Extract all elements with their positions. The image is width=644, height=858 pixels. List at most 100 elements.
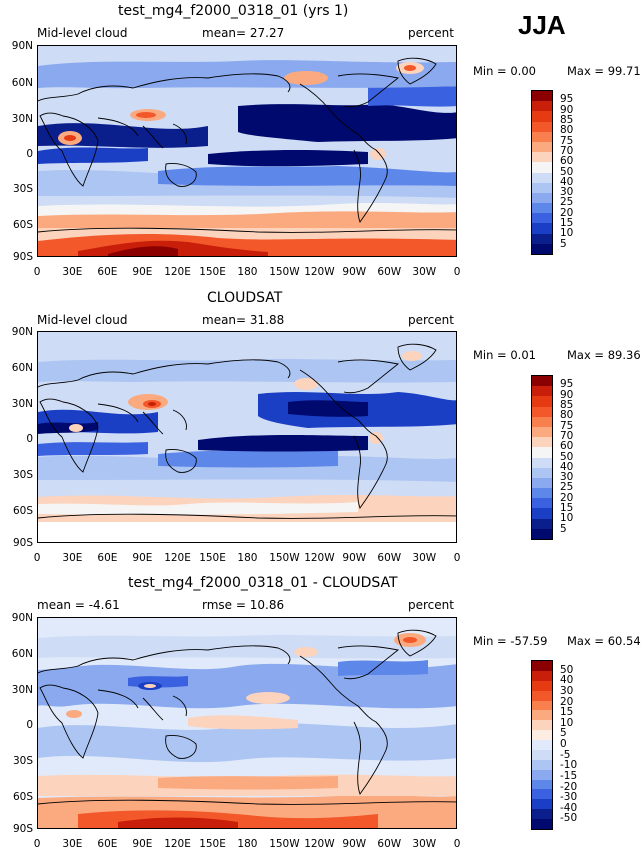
- colorbar-level-label: -20: [560, 780, 578, 793]
- lon-tick: 30W: [412, 266, 437, 278]
- colorbar-swatch: [532, 457, 552, 468]
- colorbar-level-label: 60: [560, 440, 574, 453]
- lat-tick: 60S: [12, 791, 33, 803]
- colorbar-swatch: [532, 203, 552, 214]
- colorbar-level-label: 50: [560, 165, 574, 178]
- colorbar-swatch: [532, 700, 552, 711]
- map-field: [38, 618, 456, 828]
- colorbar-diff: [531, 660, 553, 830]
- colorbar-level-label: 50: [560, 450, 574, 463]
- mean-label: mean = -4.61: [37, 598, 120, 612]
- colorbar-swatch: [532, 91, 552, 102]
- colorbar-swatch: [532, 376, 552, 387]
- colorbar-level-label: 10: [560, 227, 574, 240]
- lon-tick: 0: [453, 552, 461, 564]
- lon-tick: 120E: [164, 266, 191, 278]
- colorbar-swatch: [532, 809, 552, 819]
- colorbar-level-label: 40: [560, 460, 574, 473]
- colorbar-swatch: [532, 121, 552, 132]
- variable-label: Mid-level cloud: [37, 313, 128, 327]
- lat-tick: 90S: [12, 823, 33, 835]
- lon-tick: 150W: [269, 552, 300, 564]
- lon-tick: 60E: [97, 266, 118, 278]
- colorbar-level-label: 10: [560, 512, 574, 525]
- lon-tick: 150W: [269, 838, 300, 850]
- colorbar-level-label: 5: [560, 522, 567, 535]
- lat-tick: 90S: [12, 537, 33, 549]
- colorbar-swatch: [532, 213, 552, 224]
- lat-tick: 60S: [12, 219, 33, 231]
- colorbar-swatch: [532, 447, 552, 458]
- colorbar-swatch: [532, 710, 552, 721]
- lat-tick: 60S: [12, 505, 33, 517]
- colorbar-level-label: 85: [560, 113, 574, 126]
- colorbar-level-label: 20: [560, 206, 574, 219]
- colorbar-level-label: 20: [560, 695, 574, 708]
- colorbar-level-label: 5: [560, 237, 567, 250]
- lat-tick: 30S: [12, 183, 33, 195]
- colorbar-swatch: [532, 528, 552, 539]
- colorbar-swatch: [532, 680, 552, 691]
- lat-tick: 0: [26, 433, 33, 445]
- colorbar-level-label: -15: [560, 769, 578, 782]
- lon-tick: 30W: [412, 838, 437, 850]
- colorbar-swatch: [532, 730, 552, 740]
- colorbar-level-label: 30: [560, 471, 574, 484]
- panel-title: test_mg4_f2000_0318_01 (yrs 1): [118, 3, 349, 19]
- lon-tick: 90E: [132, 552, 153, 564]
- colorbar-level-label: 85: [560, 398, 574, 411]
- lat-tick: 90N: [11, 326, 33, 338]
- lon-tick: 30E: [62, 838, 83, 850]
- lat-tick: 90N: [11, 40, 33, 52]
- colorbar-level-label: 30: [560, 186, 574, 199]
- colorbar-level-label: 25: [560, 196, 574, 209]
- colorbar-level-label: 40: [560, 175, 574, 188]
- colorbar-swatch: [532, 111, 552, 122]
- map-obs: [37, 331, 457, 543]
- min-label: Min = -57.59: [473, 634, 548, 648]
- colorbar-swatch: [532, 233, 552, 244]
- lon-tick: 30E: [62, 552, 83, 564]
- lon-tick: 90W: [342, 552, 367, 564]
- lon-tick: 150E: [199, 838, 226, 850]
- lon-tick: 120W: [304, 552, 335, 564]
- colorbar-swatch: [532, 243, 552, 254]
- lon-tick: 150E: [199, 552, 226, 564]
- variable-label: Mid-level cloud: [37, 26, 128, 40]
- colorbar-swatch: [532, 437, 552, 448]
- lon-tick: 30W: [412, 552, 437, 564]
- colorbar-level-label: -40: [560, 801, 578, 814]
- colorbar-swatch: [532, 759, 552, 770]
- units-label: percent: [408, 313, 454, 327]
- lat-tick: 0: [26, 719, 33, 731]
- lat-tick: 30N: [11, 684, 33, 696]
- colorbar-level-label: 15: [560, 502, 574, 515]
- colorbar-swatch: [532, 426, 552, 438]
- lon-tick: 90E: [132, 838, 153, 850]
- colorbar-swatch: [532, 192, 552, 204]
- colorbar-swatch: [532, 740, 552, 750]
- min-label: Min = 0.01: [473, 348, 536, 362]
- colorbar-swatch: [532, 406, 552, 417]
- units-label: percent: [408, 598, 454, 612]
- map-field: [38, 46, 456, 256]
- lon-tick: 60W: [377, 838, 402, 850]
- colorbar-swatch: [532, 223, 552, 234]
- mean-label: mean= 31.88: [202, 313, 285, 327]
- lat-tick: 60N: [11, 77, 33, 89]
- lon-tick: 150E: [199, 266, 226, 278]
- map-model: [37, 45, 457, 257]
- colorbar-swatch: [532, 477, 552, 489]
- colorbar-level-label: 50: [560, 663, 574, 676]
- colorbar-level-label: 0: [560, 738, 567, 750]
- colorbar-level-label: 95: [560, 378, 574, 391]
- colorbar-level-label: 90: [560, 103, 574, 116]
- colorbar-level-label: 10: [560, 716, 574, 729]
- colorbar-level-label: 80: [560, 409, 574, 422]
- colorbar-level-label: 75: [560, 134, 574, 147]
- colorbar-swatch: [532, 416, 552, 427]
- colorbar-swatch: [532, 518, 552, 529]
- colorbar-level-label: -10: [560, 759, 578, 772]
- lon-tick: 180: [237, 838, 258, 850]
- colorbar-level-label: -30: [560, 791, 578, 804]
